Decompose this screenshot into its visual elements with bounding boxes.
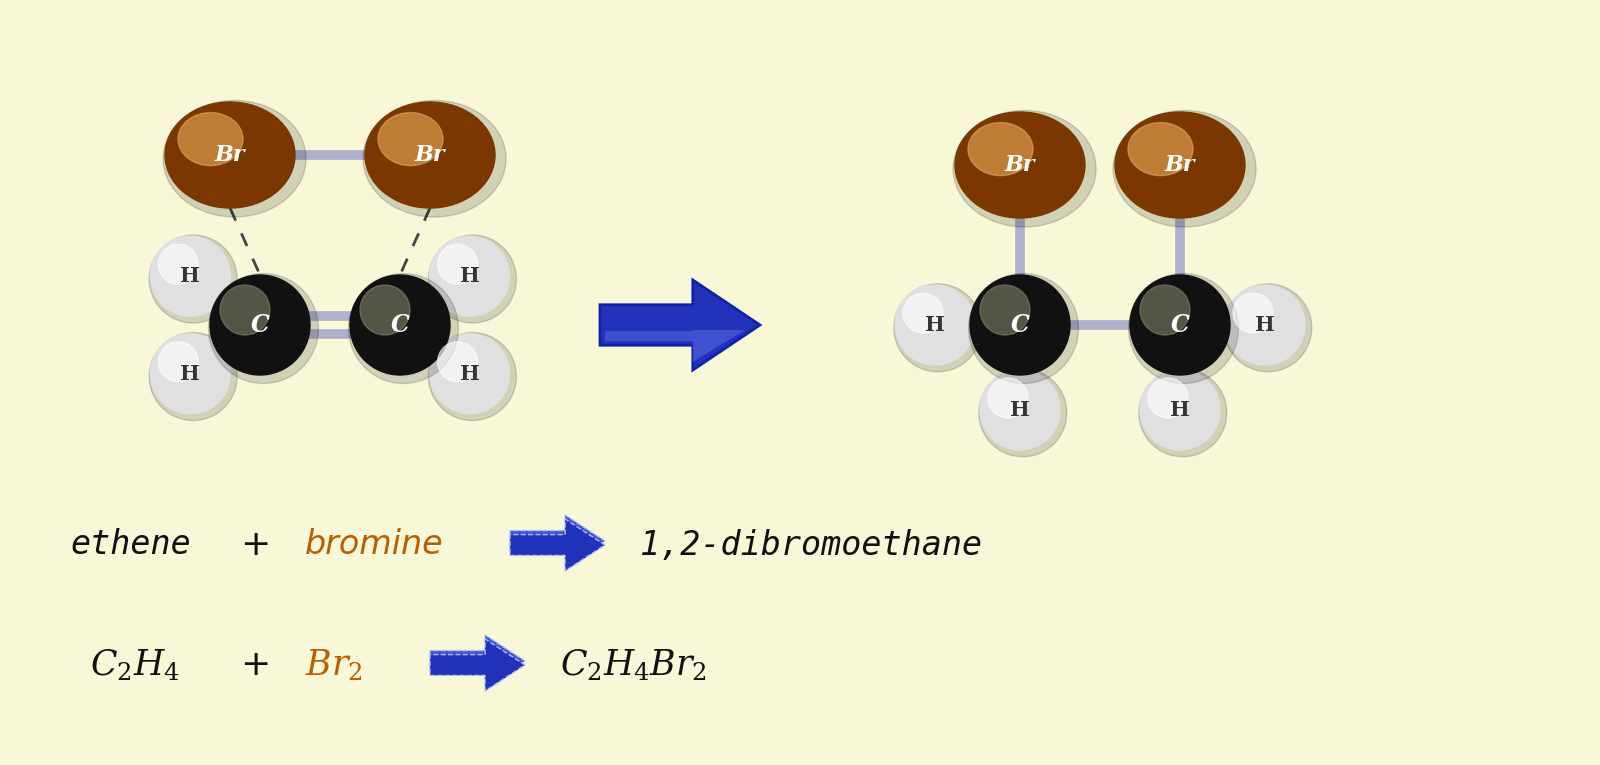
Text: C: C	[1011, 313, 1029, 337]
Ellipse shape	[954, 110, 1096, 227]
Ellipse shape	[1234, 293, 1274, 333]
Ellipse shape	[902, 293, 942, 333]
Text: $\mathit{C_2H_4Br_2}$: $\mathit{C_2H_4Br_2}$	[560, 647, 707, 683]
Ellipse shape	[968, 274, 1078, 383]
Ellipse shape	[158, 342, 198, 382]
Text: C: C	[251, 313, 269, 337]
Ellipse shape	[989, 378, 1027, 418]
Ellipse shape	[438, 342, 478, 382]
Polygon shape	[510, 515, 605, 567]
Ellipse shape	[979, 369, 1067, 457]
Ellipse shape	[163, 100, 306, 217]
Ellipse shape	[1115, 112, 1245, 218]
Ellipse shape	[429, 235, 517, 323]
Ellipse shape	[149, 235, 237, 323]
Ellipse shape	[894, 284, 982, 372]
Ellipse shape	[1149, 378, 1189, 418]
Ellipse shape	[150, 334, 230, 414]
Ellipse shape	[178, 112, 243, 165]
Ellipse shape	[149, 333, 237, 421]
Ellipse shape	[1224, 284, 1312, 372]
Text: Br: Br	[214, 144, 245, 166]
Ellipse shape	[158, 244, 198, 285]
Ellipse shape	[968, 122, 1034, 176]
Ellipse shape	[438, 244, 478, 285]
Text: H: H	[1010, 400, 1030, 420]
Ellipse shape	[1139, 369, 1227, 457]
Ellipse shape	[208, 274, 318, 383]
Ellipse shape	[1128, 122, 1194, 176]
Text: +: +	[240, 528, 270, 562]
Ellipse shape	[430, 236, 510, 316]
Ellipse shape	[430, 334, 510, 414]
Text: Br: Br	[414, 144, 445, 166]
Ellipse shape	[221, 285, 270, 335]
Text: H: H	[459, 363, 480, 384]
Text: $\mathit{Br_2}$: $\mathit{Br_2}$	[306, 647, 363, 683]
Ellipse shape	[429, 333, 517, 421]
Ellipse shape	[894, 285, 974, 365]
Ellipse shape	[1128, 274, 1238, 383]
Text: H: H	[459, 266, 480, 286]
Polygon shape	[600, 280, 760, 370]
Text: $\mathit{C_2H_4}$: $\mathit{C_2H_4}$	[90, 647, 179, 683]
Ellipse shape	[970, 275, 1070, 375]
Text: H: H	[1170, 400, 1190, 420]
Text: H: H	[1254, 315, 1275, 335]
Ellipse shape	[1139, 285, 1190, 335]
Text: C: C	[1171, 313, 1189, 337]
Polygon shape	[510, 519, 605, 571]
Ellipse shape	[1226, 285, 1306, 365]
Text: H: H	[181, 266, 200, 286]
Ellipse shape	[350, 275, 450, 375]
Ellipse shape	[1139, 370, 1221, 450]
Ellipse shape	[979, 285, 1030, 335]
Ellipse shape	[365, 102, 494, 208]
Text: Br: Br	[1005, 154, 1035, 176]
Polygon shape	[430, 635, 525, 687]
Polygon shape	[430, 639, 525, 691]
Ellipse shape	[360, 285, 410, 335]
Ellipse shape	[955, 112, 1085, 218]
Text: Br: Br	[1165, 154, 1195, 176]
Text: H: H	[925, 315, 946, 335]
Ellipse shape	[979, 370, 1059, 450]
Ellipse shape	[1114, 110, 1256, 227]
Text: H: H	[181, 363, 200, 384]
Text: +: +	[240, 648, 270, 682]
Ellipse shape	[1130, 275, 1230, 375]
Ellipse shape	[150, 236, 230, 316]
Ellipse shape	[378, 112, 443, 165]
Text: 1,2-dibromoethane: 1,2-dibromoethane	[640, 529, 982, 562]
Text: C: C	[390, 313, 410, 337]
Text: ethene: ethene	[70, 529, 190, 562]
Ellipse shape	[210, 275, 310, 375]
Polygon shape	[605, 330, 746, 362]
Ellipse shape	[165, 102, 294, 208]
Ellipse shape	[363, 100, 506, 217]
Text: bromine: bromine	[306, 529, 443, 562]
Ellipse shape	[349, 274, 459, 383]
